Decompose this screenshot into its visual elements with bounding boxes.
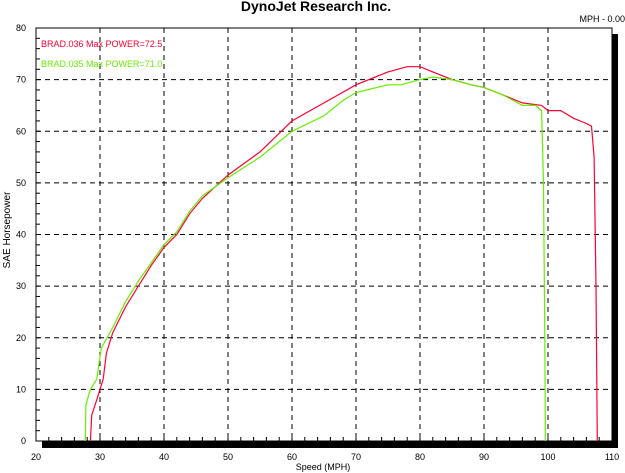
x-tick-label: 70 xyxy=(351,452,361,462)
y-tick-label: 40 xyxy=(16,230,26,240)
y-tick-label: 80 xyxy=(16,23,26,33)
x-axis-label: Speed (MPH) xyxy=(296,462,351,472)
legend-entry-0: BRAD.036 Max POWER=72.5 xyxy=(41,39,162,49)
series-line-BRAD.035 xyxy=(84,76,547,442)
chart-title: DynoJet Research Inc. xyxy=(241,0,391,14)
y-axis-label: SAE Horsepower xyxy=(2,191,13,268)
shadow-right xyxy=(612,34,618,448)
x-tick-label: 90 xyxy=(479,452,489,462)
series-lines xyxy=(84,66,598,442)
grid xyxy=(36,28,612,441)
x-tick-label: 100 xyxy=(540,452,555,462)
x-tick-label: 30 xyxy=(95,452,105,462)
y-tick-label: 70 xyxy=(16,75,26,85)
shadow-bottom xyxy=(42,441,618,448)
x-tick-label: 40 xyxy=(159,452,169,462)
x-tick-label: 110 xyxy=(605,452,619,462)
series-line-BRAD.036 xyxy=(89,66,598,442)
y-tick-label: 10 xyxy=(16,384,26,394)
mph-readout: MPH - 0.00 xyxy=(579,14,625,24)
x-tick-label: 50 xyxy=(223,452,233,462)
x-tick-label: 60 xyxy=(287,452,297,462)
y-tick-label: 30 xyxy=(16,281,26,291)
y-tick-label: 0 xyxy=(21,436,26,446)
y-tick-label: 50 xyxy=(16,178,26,188)
y-tick-label: 60 xyxy=(16,126,26,136)
x-tick-label: 20 xyxy=(31,452,41,462)
legend: BRAD.036 Max POWER=72.5 BRAD.035 Max POW… xyxy=(41,39,162,69)
x-tick-label: 80 xyxy=(415,452,425,462)
ticks: 20 30 40 50 60 70 80 90 100 110 0 10 20 30 40 50 60 70 80 xyxy=(16,23,619,462)
legend-entry-1: BRAD.035 Max POWER=71.0 xyxy=(41,59,162,69)
y-tick-label: 20 xyxy=(16,333,26,343)
